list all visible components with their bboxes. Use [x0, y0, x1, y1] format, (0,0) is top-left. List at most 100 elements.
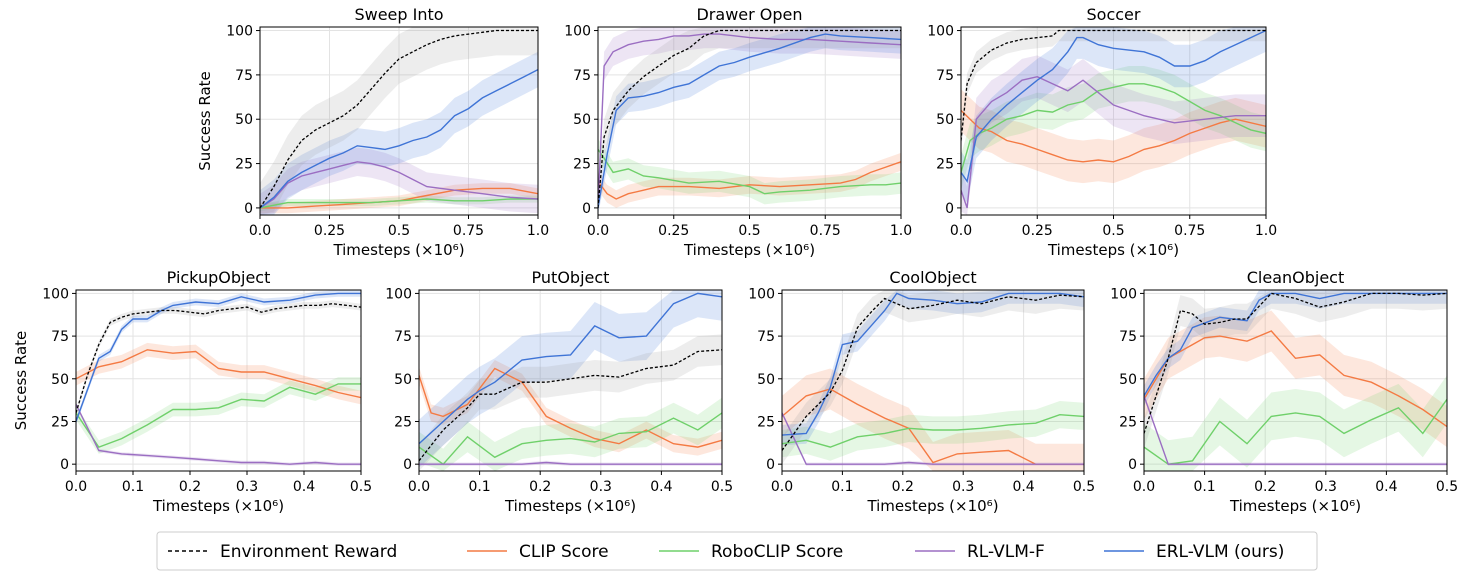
band-environment-reward: [598, 27, 901, 215]
band-rl-vlm-f: [419, 460, 722, 466]
x-tick-label: 0.0: [771, 479, 793, 495]
x-tick-label: 0.0: [65, 479, 87, 495]
x-tick-label: 1.0: [1255, 223, 1277, 239]
x-tick-label: 0.25: [314, 223, 345, 239]
x-tick-label: 1.0: [527, 223, 549, 239]
x-tick-label: 1.0: [890, 223, 912, 239]
plot-area: [961, 27, 1266, 215]
legend-label: Environment Reward: [220, 542, 397, 562]
y-tick-label: 75: [394, 329, 412, 345]
series-line-roboclip-score: [419, 412, 722, 466]
y-tick-label: 50: [51, 372, 69, 388]
y-tick-label: 100: [564, 24, 591, 40]
x-tick-label: 0.4: [293, 479, 315, 495]
series-line-erl-vlm-ours-: [598, 33, 901, 209]
x-tick-label: 0.0: [249, 223, 271, 239]
series-line-roboclip-score: [961, 83, 1266, 173]
y-axis-label: Success Rate: [196, 71, 214, 171]
x-tick-label: 0.75: [1174, 223, 1205, 239]
axes-frame: [418, 289, 723, 472]
series-line-environment-reward: [598, 29, 901, 208]
band-rl-vlm-f: [260, 147, 538, 215]
series-line-environment-reward: [782, 294, 1084, 451]
x-axis-label: Timesteps (×10⁶): [152, 497, 284, 515]
x-tick-label: 0.5: [350, 479, 372, 495]
band-erl-vlm-ours-: [1144, 290, 1447, 407]
x-tick-label: 0.4: [650, 479, 672, 495]
plot-area: [1144, 290, 1447, 471]
x-axis-label: Timesteps (×10⁶): [683, 241, 815, 259]
series-line-roboclip-score: [260, 198, 538, 209]
x-tick-label: 0.75: [453, 223, 484, 239]
x-tick-label: 0.1: [831, 479, 853, 495]
y-tick-label: 100: [226, 24, 253, 40]
series-line-rl-vlm-f: [1144, 395, 1447, 465]
series-line-roboclip-score: [76, 383, 361, 448]
legend-label: RoboCLIP Score: [711, 542, 843, 562]
band-clip-score: [598, 152, 901, 208]
band-environment-reward: [1144, 290, 1447, 449]
x-tick-label: 0.3: [952, 479, 974, 495]
series-line-environment-reward: [419, 349, 722, 462]
x-axis-label: Timesteps (×10⁶): [332, 241, 464, 259]
series-line-clip-score: [76, 349, 361, 399]
y-tick-label: 25: [573, 157, 591, 173]
x-tick-label: 0.2: [529, 479, 551, 495]
x-tick-label: 0.5: [1073, 479, 1095, 495]
y-tick-label: 0: [945, 201, 954, 217]
y-tick-label: 25: [235, 157, 253, 173]
x-tick-label: 0.4: [1012, 479, 1034, 495]
band-erl-vlm-ours-: [260, 51, 538, 215]
series-line-clip-score: [598, 161, 901, 200]
x-tick-label: 0.2: [179, 479, 201, 495]
y-tick-label: 25: [1119, 414, 1137, 430]
subplot-5: 0.0 0.1 0.2 0.3 0.4 0.5 0 25 50 75 100 CoolObject Ti…: [748, 268, 1095, 515]
band-environment-reward: [961, 27, 1266, 152]
legend-label: RL-VLM-F: [967, 542, 1045, 562]
plot-area: [782, 290, 1084, 471]
subplot-0: 0.0 0.25 0.5 0.75 1.0 0 25 50 75 100 Sweep Into Tim…: [196, 5, 549, 259]
series-line-environment-reward: [260, 29, 538, 209]
y-tick-label: 100: [385, 286, 412, 302]
y-tick-label: 50: [573, 112, 591, 128]
y-tick-label: 0: [244, 201, 253, 217]
legend-item: RL-VLM-F: [915, 542, 1045, 562]
panels: 0.0 0.25 0.5 0.75 1.0 0 25 50 75 100 Sweep Into Tim…: [12, 5, 1458, 515]
y-tick-label: 50: [235, 112, 253, 128]
band-roboclip-score: [76, 377, 361, 454]
subplot-6: 0.0 0.1 0.2 0.3 0.4 0.5 0 25 50 75 100 CleanObject T…: [1110, 268, 1458, 515]
x-tick-label: 0.5: [738, 223, 760, 239]
y-tick-label: 25: [394, 414, 412, 430]
x-tick-label: 0.3: [590, 479, 612, 495]
subplot-3: 0.0 0.1 0.2 0.3 0.4 0.5 0 25 50 75 100 PickupObject…: [12, 268, 372, 515]
y-tick-label: 25: [936, 157, 954, 173]
band-rl-vlm-f: [961, 55, 1266, 215]
legend-label: ERL-VLM (ours): [1156, 542, 1284, 562]
series-line-erl-vlm-ours-: [260, 68, 538, 209]
series-line-environment-reward: [1144, 292, 1447, 434]
plot-area: [76, 290, 361, 466]
x-tick-label: 0.1: [1193, 479, 1215, 495]
legend-frame: [156, 531, 1318, 571]
plot-area: [260, 27, 538, 215]
y-tick-label: 100: [927, 24, 954, 40]
x-axis-label: Timesteps (×10⁶): [866, 497, 998, 515]
x-axis-label: Timesteps (×10⁶): [1229, 497, 1361, 515]
band-environment-reward: [260, 27, 538, 215]
y-tick-label: 0: [403, 457, 412, 473]
band-clip-score: [961, 89, 1266, 184]
series-line-rl-vlm-f: [782, 412, 1084, 465]
x-tick-label: 0.5: [1436, 479, 1458, 495]
legend-item: CLIP Score: [467, 542, 609, 562]
series-line-roboclip-score: [598, 149, 901, 195]
band-roboclip-score: [1144, 375, 1447, 471]
y-tick-label: 75: [757, 329, 775, 345]
x-tick-label: 0.1: [122, 479, 144, 495]
y-tick-label: 25: [51, 414, 69, 430]
subplot-title: Drawer Open: [696, 5, 802, 24]
subplot-title: CleanObject: [1247, 268, 1345, 287]
series-line-rl-vlm-f: [76, 404, 361, 465]
series-line-erl-vlm-ours-: [419, 292, 722, 445]
band-clip-score: [782, 368, 1084, 471]
